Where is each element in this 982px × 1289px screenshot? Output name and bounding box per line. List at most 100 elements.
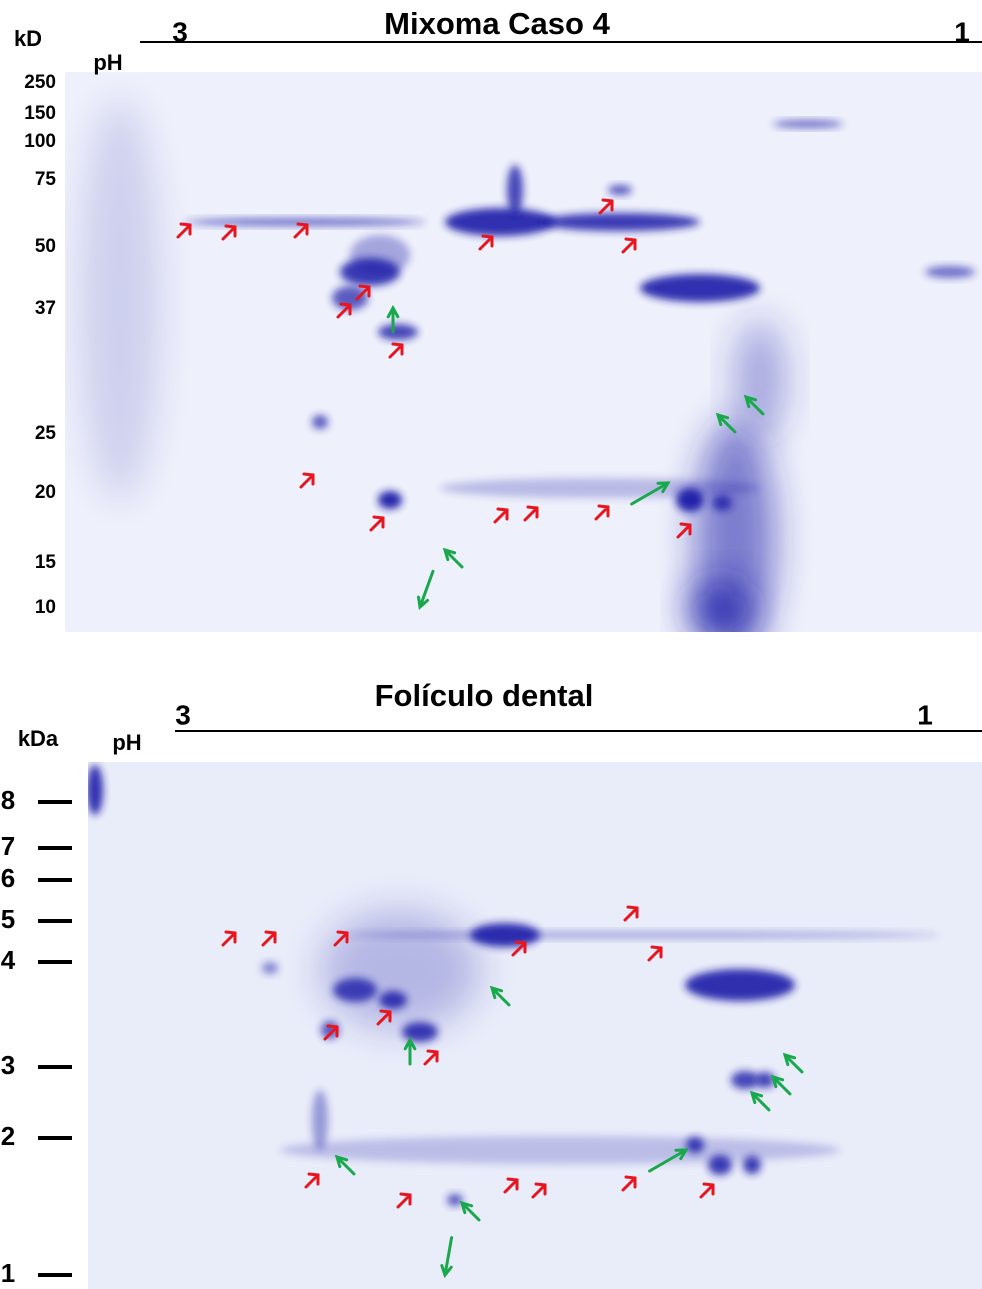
spot (685, 969, 795, 1001)
marker-label: 10 (35, 597, 56, 618)
red-arrow (511, 940, 527, 957)
marker-label: 75 (35, 169, 57, 190)
green-arrow (715, 412, 737, 434)
spot (712, 495, 732, 511)
ph-left: 3 (172, 16, 188, 47)
spot (743, 1156, 761, 1174)
gel-spots (88, 765, 940, 1206)
unit-label: kDa (18, 726, 59, 751)
red-arrow (493, 507, 509, 524)
panel-title: Mixoma Caso 4 (384, 6, 610, 41)
marker-label: 3 (1, 1050, 15, 1080)
spot (350, 235, 410, 275)
ph-right: 1 (917, 699, 933, 730)
green-arrow (459, 1200, 481, 1222)
marker-label: 50 (35, 236, 56, 257)
unit-label: kD (14, 26, 42, 51)
spot (925, 266, 975, 278)
spot (731, 1071, 759, 1089)
green-arrow (630, 481, 671, 506)
red-arrow (531, 1182, 547, 1199)
marker-label: 1 (1, 1258, 15, 1288)
spot (378, 324, 418, 340)
red-arrow (503, 1177, 519, 1194)
green-arrow (334, 1154, 356, 1176)
spot (80, 100, 160, 500)
green-arrow (489, 985, 511, 1007)
red-arrow (176, 222, 192, 239)
spot (540, 213, 700, 231)
spot (755, 1072, 775, 1088)
green-arrow (386, 304, 400, 334)
arrows (221, 905, 804, 1279)
green-arrow (743, 394, 765, 416)
red-arrow (376, 1009, 392, 1026)
red-arrow (621, 237, 637, 254)
red-arrow (261, 930, 277, 947)
red-arrow (221, 224, 237, 241)
red-arrow (478, 234, 494, 251)
spot (690, 580, 750, 632)
spot (447, 1194, 463, 1206)
marker-label: 6 (1, 863, 15, 893)
green-arrow (416, 569, 435, 610)
spot (507, 165, 523, 215)
spot (640, 274, 760, 302)
red-arrow (647, 945, 663, 962)
marker-label: 8 (1, 785, 15, 815)
ph-label: pH (112, 730, 141, 755)
red-arrow (396, 1192, 412, 1209)
green-arrow (648, 1148, 689, 1173)
spot (695, 420, 775, 632)
red-arrow (423, 1049, 439, 1066)
spot (320, 910, 480, 1030)
red-arrow (621, 1175, 637, 1192)
panel-title: Folículo dental (375, 678, 594, 713)
marker-label: 100 (24, 131, 56, 152)
red-arrow (323, 1024, 339, 1041)
spot (445, 208, 555, 236)
red-arrow (336, 302, 352, 319)
marker-label: 4 (1, 945, 16, 975)
marker-label: 15 (35, 552, 57, 573)
marker-label: 25 (35, 423, 57, 444)
marker-labels: 250 150 100 75 50 37 25 20 15 10 (24, 72, 56, 618)
red-arrow (523, 505, 539, 522)
red-arrow (388, 342, 404, 359)
red-arrow (304, 1172, 320, 1189)
green-arrow (442, 547, 464, 569)
arrows (176, 198, 765, 610)
spot (378, 491, 402, 509)
red-arrow (623, 905, 639, 922)
marker-labels: 8 76 5 4 3 2 1 (1, 785, 72, 1288)
green-arrow (403, 1036, 417, 1066)
red-arrow (594, 504, 610, 521)
green-arrow (782, 1052, 804, 1074)
marker-label: 37 (35, 298, 56, 319)
spot (88, 765, 103, 815)
spot (440, 478, 760, 498)
spot (280, 1136, 840, 1164)
marker-label: 250 (24, 72, 56, 93)
green-arrow (749, 1090, 771, 1112)
red-arrow (333, 930, 349, 947)
spot (185, 218, 425, 226)
spot (262, 962, 278, 974)
gel-spots (80, 100, 975, 632)
green-arrow (770, 1074, 792, 1096)
gel-background (65, 72, 982, 632)
marker-label: 2 (1, 1121, 15, 1151)
green-arrow (440, 1236, 454, 1279)
spot (773, 120, 843, 128)
spot (340, 931, 940, 939)
spot (608, 185, 632, 195)
spot (312, 1090, 328, 1150)
marker-label: 20 (35, 482, 56, 503)
red-arrow (369, 515, 385, 532)
marker-label: 7 (1, 831, 15, 861)
red-arrow (293, 222, 309, 239)
red-arrow (699, 1182, 715, 1199)
ph-label: pH (93, 50, 122, 75)
marker-label: 150 (24, 103, 56, 124)
